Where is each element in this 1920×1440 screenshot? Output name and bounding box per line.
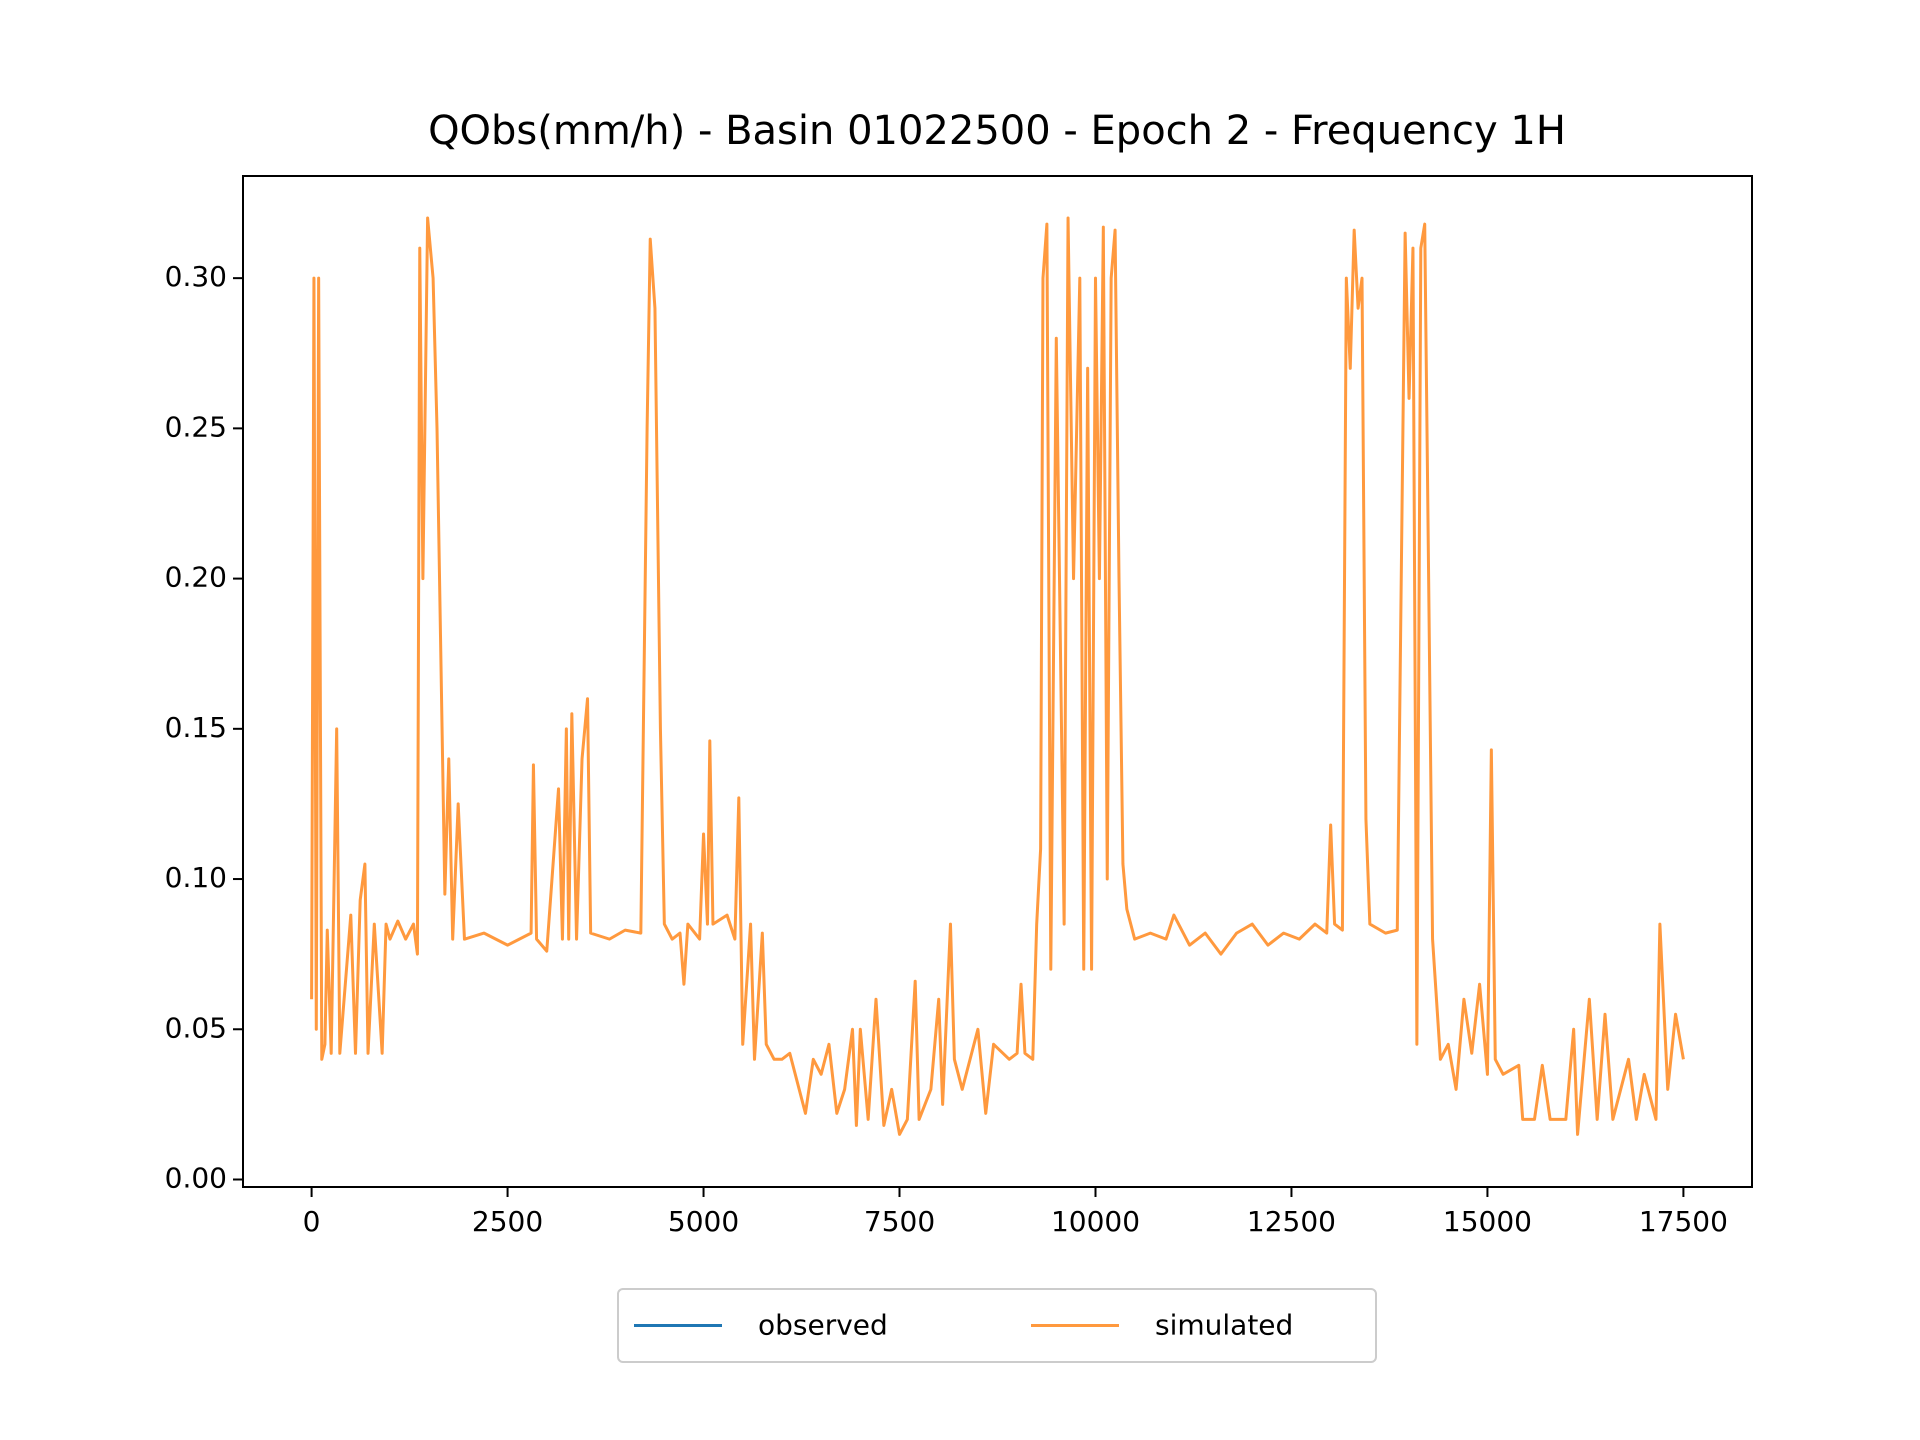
x-tick-label: 2500 <box>472 1205 543 1238</box>
legend-box <box>617 1288 1377 1363</box>
x-tick-label: 12500 <box>1247 1205 1336 1238</box>
legend-label: observed <box>758 1309 888 1342</box>
legend-label: simulated <box>1155 1309 1293 1342</box>
x-tick-label: 17500 <box>1639 1205 1728 1238</box>
x-tick-label: 15000 <box>1443 1205 1532 1238</box>
y-tick-label: 0.20 <box>165 561 227 594</box>
y-tick-label: 0.05 <box>165 1011 227 1044</box>
y-tick-label: 0.15 <box>165 711 227 744</box>
axes-frame <box>242 175 1753 1188</box>
x-tick-label: 5000 <box>668 1205 739 1238</box>
y-tick-label: 0.25 <box>165 410 227 443</box>
chart-title: QObs(mm/h) - Basin 01022500 - Epoch 2 - … <box>428 108 1566 154</box>
y-tick-label: 0.10 <box>165 861 227 894</box>
y-tick-label: 0.30 <box>165 260 227 293</box>
x-tick-label: 7500 <box>864 1205 935 1238</box>
x-tick-label: 10000 <box>1051 1205 1140 1238</box>
series-line <box>310 216 1685 1136</box>
x-tick-label: 0 <box>303 1205 321 1238</box>
y-tick-label: 0.00 <box>165 1161 227 1194</box>
